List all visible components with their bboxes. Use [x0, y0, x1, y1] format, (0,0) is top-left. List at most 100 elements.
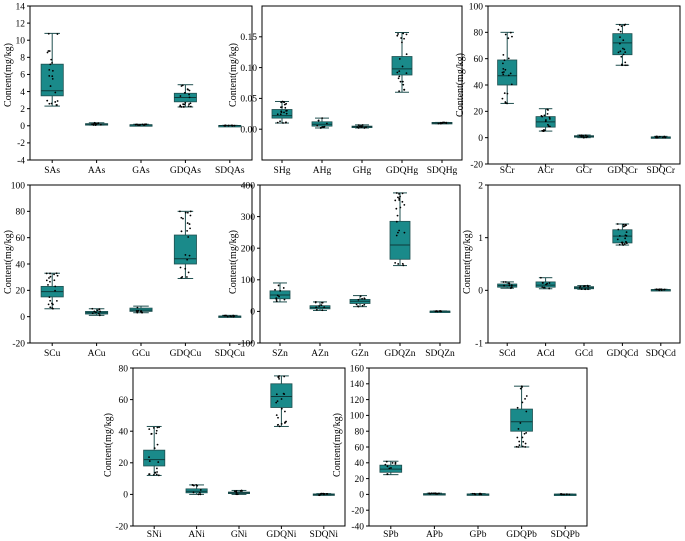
sample-point — [617, 51, 620, 54]
sample-point — [56, 100, 59, 102]
sample-point — [285, 121, 287, 124]
sample-point — [233, 490, 236, 493]
sample-point — [49, 306, 52, 309]
sample-point — [544, 120, 547, 123]
sample-point — [626, 64, 628, 67]
sample-point — [358, 125, 361, 128]
sample-point — [504, 281, 507, 283]
y-tick-label: 0 — [20, 313, 25, 323]
sample-point — [504, 101, 507, 103]
category-label: SDQNi — [310, 530, 339, 540]
sample-point — [566, 493, 568, 496]
box-GDQZn — [389, 192, 411, 267]
y-tick-label: 0.10 — [240, 64, 257, 74]
panel-zn: Content(mg/kg) -100 0 100 200 300 400 SZn AZn… — [228, 181, 461, 359]
sample-point — [188, 89, 191, 92]
sample-point — [618, 24, 621, 26]
sample-point — [278, 375, 281, 377]
sample-point — [241, 490, 243, 492]
sample-point — [398, 193, 400, 195]
sample-point — [184, 254, 187, 256]
sample-point — [390, 467, 392, 469]
sample-point — [184, 267, 187, 270]
box-SDQCd — [650, 288, 671, 292]
category-label: ANi — [188, 530, 205, 540]
sample-point — [394, 199, 397, 202]
category-label: SZn — [272, 349, 288, 359]
box-iqr — [143, 449, 166, 467]
sample-point — [280, 422, 283, 425]
sample-point — [587, 288, 589, 291]
sample-point — [98, 308, 101, 311]
sample-point — [546, 112, 549, 115]
sample-point — [439, 121, 442, 124]
sample-point — [399, 195, 401, 198]
plot-frame — [487, 184, 681, 344]
sample-point — [186, 230, 189, 232]
sample-point — [187, 105, 190, 108]
sample-point — [235, 489, 238, 492]
sample-point — [279, 113, 282, 116]
sample-point — [184, 91, 186, 94]
box-iqr — [270, 383, 293, 408]
box-SCd — [497, 281, 518, 290]
sample-point — [281, 100, 284, 103]
sample-point — [522, 440, 525, 443]
sample-point — [583, 285, 585, 288]
sample-point — [403, 37, 405, 40]
sample-point — [616, 238, 619, 241]
category-label: SNi — [147, 530, 162, 540]
sample-point — [395, 207, 398, 210]
sample-point — [276, 121, 279, 124]
sample-point — [54, 101, 57, 103]
sample-point — [663, 288, 665, 291]
sample-point — [546, 108, 549, 111]
sample-point — [53, 279, 56, 282]
sample-point — [547, 125, 550, 128]
sample-point — [91, 123, 93, 126]
sample-point — [398, 90, 401, 93]
box-AHg — [311, 117, 333, 129]
sample-point — [657, 288, 659, 291]
sample-point — [622, 39, 625, 42]
category-label: SHg — [274, 166, 291, 176]
y-axis-label: Content(mg/kg) — [332, 413, 343, 477]
sample-point — [541, 286, 544, 289]
y-tick-label: 10 — [16, 37, 26, 47]
sample-point — [49, 299, 52, 302]
sample-point — [517, 446, 520, 448]
sample-point — [181, 84, 184, 87]
sample-point — [136, 311, 139, 314]
sample-point — [432, 492, 435, 495]
sample-point — [189, 102, 192, 105]
panel-pb: Content(mg/kg) -40 -20 0 20 40 60 80 100 120 140 1… — [332, 364, 588, 540]
sample-point — [384, 463, 387, 466]
sample-point — [439, 310, 442, 312]
sample-point — [443, 121, 446, 124]
sample-point — [584, 288, 586, 291]
sample-point — [428, 492, 431, 495]
category-label: SDQPb — [551, 530, 580, 540]
sample-point — [140, 310, 143, 313]
sample-point — [198, 491, 201, 494]
sample-point — [277, 284, 280, 287]
sample-point — [223, 314, 226, 317]
sample-point — [96, 309, 99, 312]
sample-point — [153, 447, 156, 449]
category-label: AZn — [311, 349, 329, 359]
sample-point — [568, 493, 571, 496]
sample-point — [618, 42, 621, 45]
sample-point — [317, 119, 320, 122]
sample-point — [197, 493, 200, 496]
y-tick-label: 6 — [20, 71, 25, 81]
sample-point — [402, 83, 405, 86]
sample-point — [195, 484, 198, 486]
sample-point — [541, 282, 544, 284]
y-tick-label: -20 — [115, 522, 128, 532]
sample-point — [543, 114, 546, 117]
y-axis-label: Content(mg/kg) — [462, 230, 473, 294]
box-iqr — [271, 109, 293, 119]
sample-point — [155, 432, 158, 435]
category-label: APb — [426, 530, 443, 540]
sample-point — [502, 73, 505, 76]
